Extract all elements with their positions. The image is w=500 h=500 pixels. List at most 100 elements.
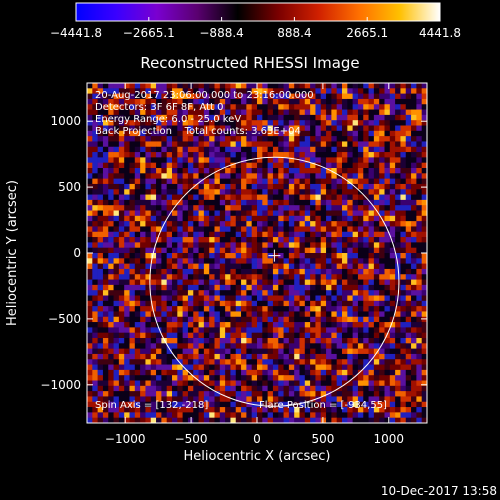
heatmap-cell: [310, 173, 316, 179]
heatmap-cell: [156, 253, 162, 259]
heatmap-cell: [129, 205, 136, 211]
heatmap-cell: [87, 120, 93, 126]
heatmap-cell: [304, 152, 311, 158]
heatmap-cell: [118, 104, 125, 110]
heatmap-cell: [113, 114, 120, 121]
heatmap-cell: [251, 226, 258, 233]
heatmap-cell: [161, 343, 167, 349]
heatmap-cell: [267, 364, 274, 371]
heatmap-cell: [384, 359, 391, 365]
heatmap-cell: [342, 306, 348, 312]
heatmap-cell: [150, 83, 157, 89]
heatmap-cell: [336, 178, 343, 185]
heatmap-cell: [389, 221, 396, 227]
heatmap-cell: [134, 146, 141, 153]
heatmap-cell: [177, 385, 183, 392]
heatmap-cell: [219, 258, 226, 264]
heatmap-cell: [368, 401, 375, 408]
heatmap-cell: [336, 199, 343, 206]
heatmap-cell: [156, 401, 162, 408]
heatmap-cell: [214, 173, 221, 179]
heatmap-cell: [198, 316, 205, 323]
heatmap-cell: [166, 369, 173, 376]
heatmap-cell: [389, 401, 396, 408]
heatmap-cell: [278, 194, 284, 201]
heatmap-cell: [203, 152, 210, 158]
heatmap-cell: [320, 274, 327, 280]
heatmap-cell: [246, 199, 252, 206]
heatmap-cell: [373, 348, 380, 355]
heatmap-cell: [405, 189, 412, 195]
heatmap-cell: [368, 412, 375, 418]
heatmap-cell: [262, 263, 268, 270]
heatmap-cell: [331, 353, 337, 360]
heatmap-cell: [416, 109, 422, 116]
heatmap-cell: [288, 327, 295, 333]
heatmap-cell: [262, 231, 268, 238]
heatmap-cell: [145, 327, 152, 333]
heatmap-cell: [182, 141, 189, 148]
heatmap-cell: [299, 152, 306, 158]
heatmap-cell: [182, 104, 189, 110]
heatmap-cell: [299, 130, 306, 137]
heatmap-cell: [134, 157, 141, 163]
x-tick-label: −500: [175, 432, 208, 446]
heatmap-cell: [257, 306, 263, 312]
heatmap-cell: [235, 173, 242, 179]
heatmap-cell: [182, 348, 189, 355]
heatmap-cell: [347, 178, 353, 185]
heatmap-cell: [294, 83, 300, 89]
heatmap-cell: [193, 247, 199, 254]
heatmap-cell: [87, 380, 93, 387]
heatmap-cell: [320, 268, 327, 275]
heatmap-cell: [87, 364, 93, 371]
heatmap-cell: [331, 152, 337, 158]
heatmap-cell: [342, 417, 348, 423]
heatmap-cell: [118, 157, 125, 163]
heatmap-cell: [134, 141, 141, 148]
heatmap-cell: [342, 412, 348, 418]
heatmap-cell: [246, 311, 252, 318]
heatmap-cell: [108, 364, 114, 371]
heatmap-cell: [336, 83, 343, 89]
heatmap-cell: [198, 253, 205, 259]
heatmap-cell: [124, 221, 130, 227]
heatmap-cell: [373, 83, 380, 89]
heatmap-cell: [299, 300, 306, 307]
heatmap-cell: [97, 300, 104, 307]
heatmap-cell: [357, 295, 364, 302]
heatmap-cell: [150, 178, 157, 185]
heatmap-cell: [198, 194, 205, 201]
heatmap-cell: [262, 83, 268, 89]
heatmap-cell: [267, 231, 274, 238]
heatmap-cell: [235, 407, 242, 413]
heatmap-cell: [304, 104, 311, 110]
heatmap-cell: [129, 316, 136, 323]
heatmap-cell: [251, 369, 258, 376]
heatmap-cell: [310, 83, 316, 89]
heatmap-cell: [134, 279, 141, 286]
heatmap-cell: [363, 338, 369, 344]
heatmap-cell: [267, 114, 274, 121]
heatmap-cell: [283, 295, 290, 302]
heatmap-cell: [411, 316, 417, 323]
heatmap-cell: [166, 120, 173, 126]
heatmap-cell: [278, 125, 284, 132]
heatmap-cell: [262, 130, 268, 137]
heatmap-cell: [124, 274, 130, 280]
heatmap-cell: [299, 407, 306, 413]
heatmap-cell: [251, 364, 258, 371]
heatmap-cell: [262, 322, 268, 328]
heatmap-cell: [182, 311, 189, 318]
heatmap-cell: [288, 88, 295, 94]
heatmap-cell: [140, 215, 146, 222]
heatmap-cell: [342, 136, 348, 142]
heatmap-cell: [203, 93, 210, 100]
colorbar-tick-label: 888.4: [277, 26, 311, 40]
heatmap-cell: [97, 391, 104, 397]
heatmap-cell: [283, 215, 290, 222]
heatmap-cell: [193, 136, 199, 142]
heatmap-cell: [203, 332, 210, 339]
heatmap-cell: [187, 226, 194, 233]
heatmap-cell: [161, 380, 167, 387]
